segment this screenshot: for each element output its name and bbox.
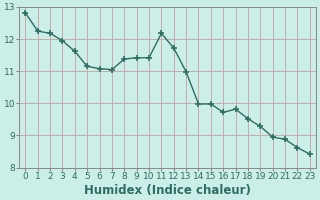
X-axis label: Humidex (Indice chaleur): Humidex (Indice chaleur)	[84, 184, 251, 197]
